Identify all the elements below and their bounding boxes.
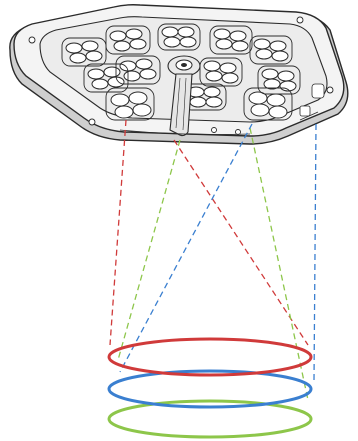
red-light-spot-icon bbox=[107, 337, 313, 377]
blue-beam-icon bbox=[119, 123, 253, 373]
center-camera-icon bbox=[167, 55, 201, 77]
green-beam-icon bbox=[117, 139, 181, 361]
device-icon bbox=[9, 4, 349, 145]
led-cluster bbox=[65, 26, 297, 119]
light-spots bbox=[107, 337, 313, 439]
blue-beam-icon bbox=[313, 123, 317, 381]
red-beam-icon bbox=[173, 139, 309, 346]
blue-light-spot-icon bbox=[107, 369, 313, 409]
green-beam-icon bbox=[249, 127, 309, 401]
red-beam-icon bbox=[109, 119, 127, 346]
handle-arm-icon bbox=[169, 73, 193, 137]
screw-icon bbox=[28, 16, 334, 135]
green-light-spot-icon bbox=[107, 399, 313, 439]
beam-lines bbox=[109, 119, 317, 401]
device-bottom-detail bbox=[119, 83, 325, 135]
led-cluster-frame bbox=[61, 23, 301, 121]
